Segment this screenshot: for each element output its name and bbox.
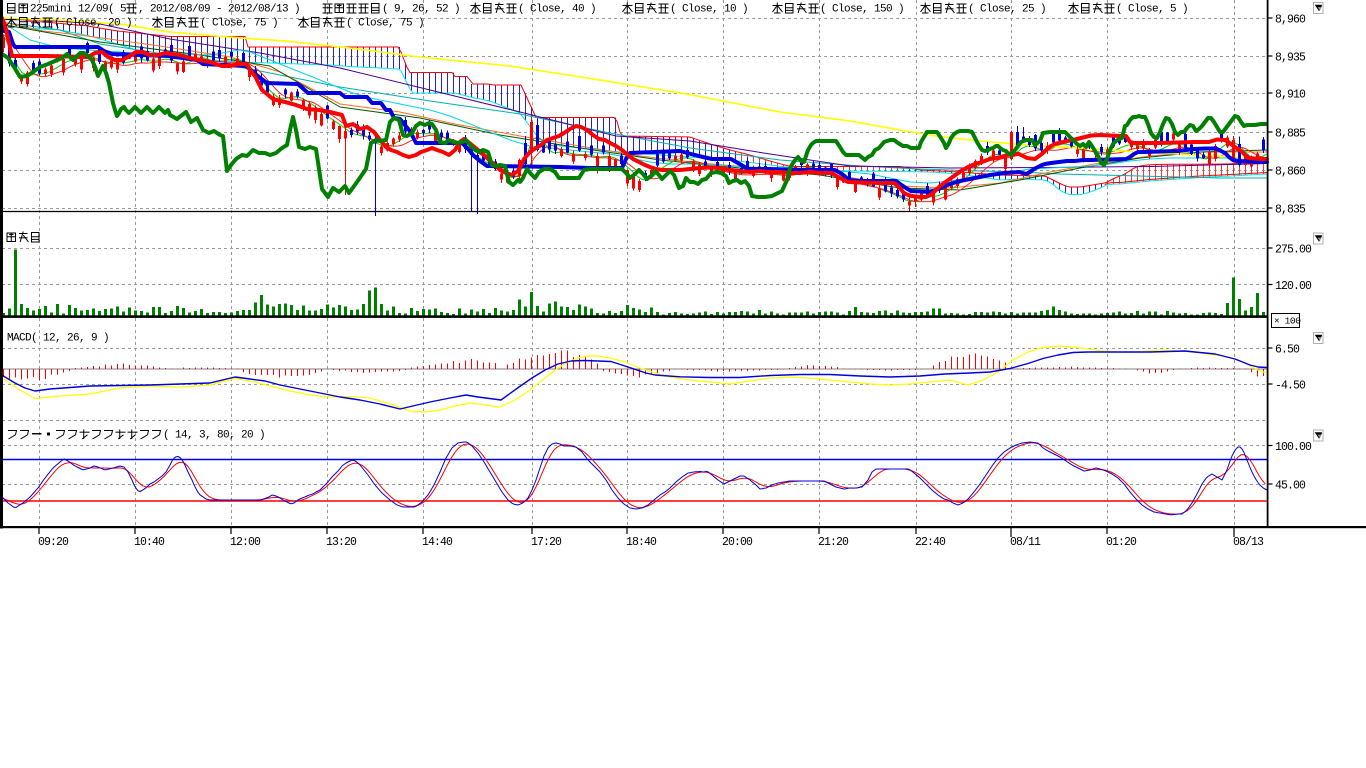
svg-text:( 9, 26, 52 ): ( 9, 26, 52 ) (382, 4, 460, 16)
svg-text:8,860: 8,860 (1275, 166, 1306, 179)
svg-text:8,960: 8,960 (1275, 14, 1306, 27)
svg-text:-4.50: -4.50 (1275, 380, 1306, 393)
svg-text:MACD( 12, 26, 9 ): MACD( 12, 26, 9 ) (7, 333, 109, 345)
svg-text:45.00: 45.00 (1275, 480, 1306, 493)
svg-text:( 14, 3, 80, 20 ): ( 14, 3, 80, 20 ) (163, 430, 265, 442)
svg-text:09:20: 09:20 (38, 536, 69, 549)
svg-text:225mini 12/09( 5: 225mini 12/09( 5 (30, 4, 126, 16)
svg-text:20:00: 20:00 (722, 536, 753, 549)
svg-text:8,835: 8,835 (1275, 204, 1306, 217)
svg-text:18:40: 18:40 (626, 536, 657, 549)
svg-text:( Close, 10 ): ( Close, 10 ) (670, 4, 748, 16)
svg-text:, 2012/08/09 - 2012/08/13 ): , 2012/08/09 - 2012/08/13 ) (138, 4, 300, 16)
svg-text:( Close, 5 ): ( Close, 5 ) (1116, 4, 1188, 16)
svg-text:08/11: 08/11 (1010, 536, 1041, 549)
svg-text:21:20: 21:20 (818, 536, 849, 549)
svg-text:( Close, 40 ): ( Close, 40 ) (518, 4, 596, 16)
svg-text:12:00: 12:00 (230, 536, 261, 549)
svg-text:( Close, 20 ): ( Close, 20 ) (54, 18, 132, 30)
svg-text:( Close, 150 ): ( Close, 150 ) (820, 4, 904, 16)
svg-text:17:20: 17:20 (531, 536, 562, 549)
svg-text:100.00: 100.00 (1275, 441, 1312, 454)
svg-text:( Close, 75 ): ( Close, 75 ) (346, 18, 424, 30)
svg-text:13:20: 13:20 (326, 536, 357, 549)
svg-text:× 100: × 100 (1274, 316, 1301, 327)
svg-text:14:40: 14:40 (422, 536, 453, 549)
svg-text:275.00: 275.00 (1275, 244, 1312, 257)
svg-text:01:20: 01:20 (1106, 536, 1137, 549)
svg-text:8,935: 8,935 (1275, 52, 1306, 65)
svg-text:10:40: 10:40 (134, 536, 165, 549)
svg-text:120.00: 120.00 (1275, 280, 1312, 293)
svg-text:8,910: 8,910 (1275, 89, 1306, 102)
svg-text:8,885: 8,885 (1275, 128, 1306, 141)
svg-text:6.50: 6.50 (1275, 344, 1300, 357)
svg-text:08/13: 08/13 (1233, 536, 1264, 549)
svg-text:( Close, 75 ): ( Close, 75 ) (200, 18, 278, 30)
svg-text:22:40: 22:40 (915, 536, 946, 549)
svg-text:( Close, 25 ): ( Close, 25 ) (968, 4, 1046, 16)
